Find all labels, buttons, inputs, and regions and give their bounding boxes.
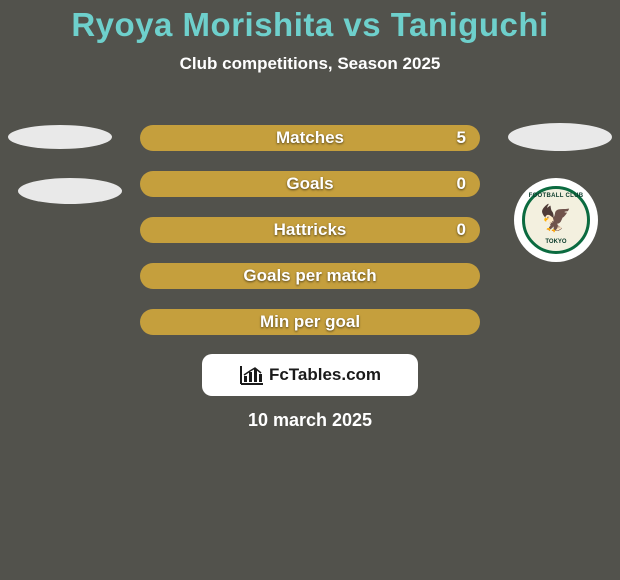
player-left-club-placeholder: [18, 178, 122, 204]
stat-label: Min per goal: [260, 312, 360, 332]
generated-date: 10 march 2025: [0, 410, 620, 431]
comparison-card: Ryoya Morishita vs Taniguchi Club compet…: [0, 0, 620, 580]
player-right-photo-placeholder: [508, 123, 612, 151]
stat-row-matches: Matches 5: [140, 125, 480, 151]
stat-label: Matches: [276, 128, 344, 148]
brand-text: FcTables.com: [269, 365, 381, 385]
stat-row-min-per-goal: Min per goal: [140, 309, 480, 335]
player-right-club-badge: FOOTBALL CLUB 🦅 TOKYO: [514, 178, 598, 262]
page-subtitle: Club competitions, Season 2025: [0, 54, 620, 74]
player-left-photo-placeholder: [8, 125, 112, 149]
bar-chart-icon: [239, 364, 265, 386]
stat-row-hattricks: Hattricks 0: [140, 217, 480, 243]
stat-value: 0: [457, 220, 466, 240]
stat-value: 0: [457, 174, 466, 194]
club-badge-text-bottom: TOKYO: [525, 239, 587, 245]
stat-row-goals-per-match: Goals per match: [140, 263, 480, 289]
stat-row-goals: Goals 0: [140, 171, 480, 197]
club-badge-text-top: FOOTBALL CLUB: [525, 193, 587, 199]
stat-label: Goals per match: [243, 266, 376, 286]
stat-value: 5: [457, 128, 466, 148]
stat-label: Hattricks: [274, 220, 347, 240]
eagle-icon: 🦅: [540, 203, 572, 234]
stat-rows: Matches 5 Goals 0 Hattricks 0 Goals per …: [140, 125, 480, 355]
page-title: Ryoya Morishita vs Taniguchi: [0, 0, 620, 44]
club-badge-inner: FOOTBALL CLUB 🦅 TOKYO: [522, 186, 590, 254]
brand-badge: FcTables.com: [202, 354, 418, 396]
stat-label: Goals: [286, 174, 333, 194]
